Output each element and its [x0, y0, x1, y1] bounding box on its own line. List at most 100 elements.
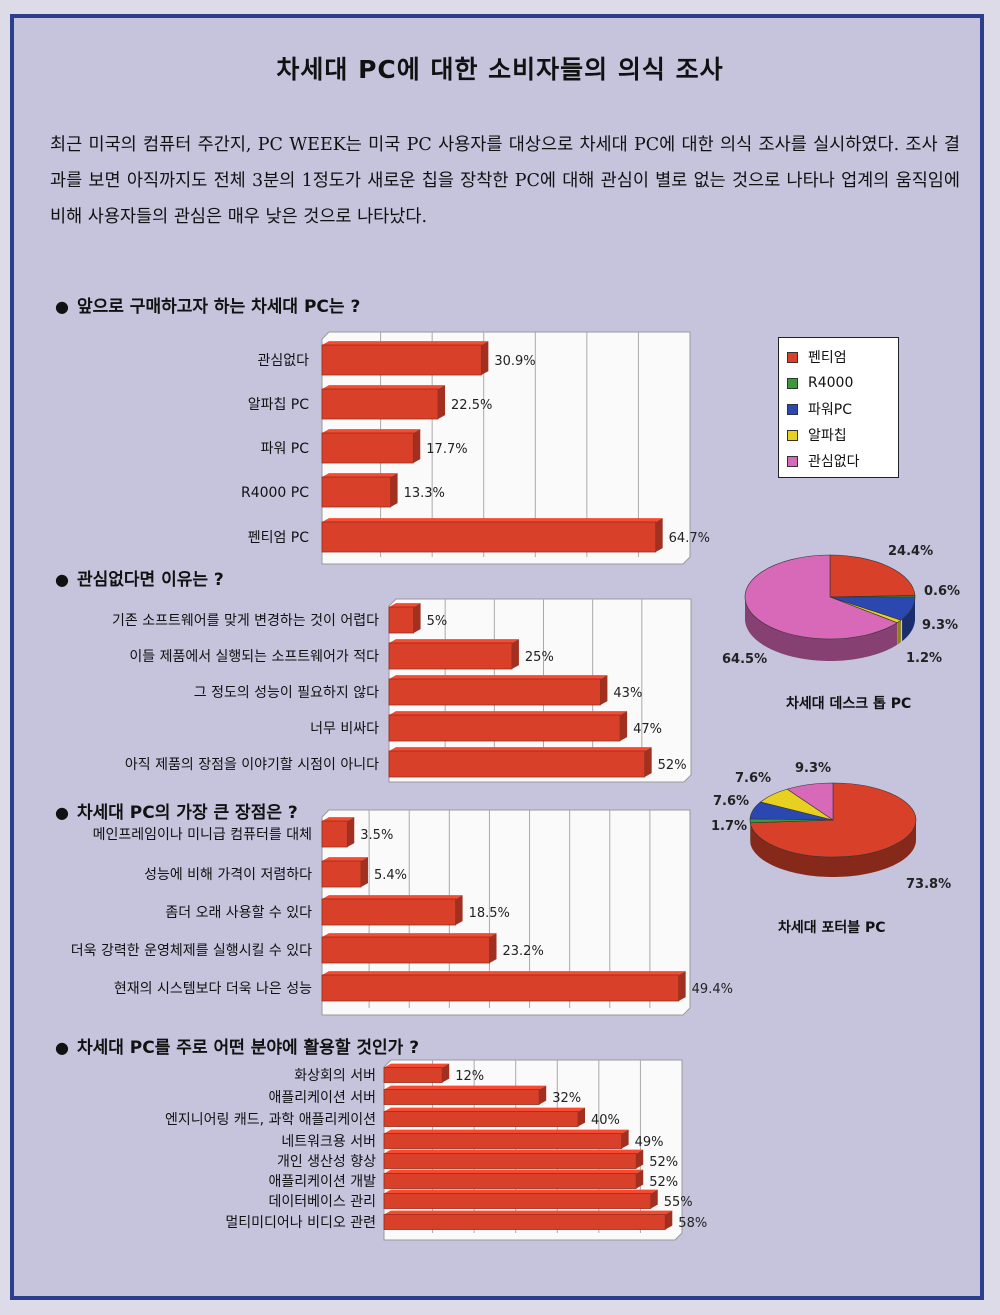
chart2-bar-side	[644, 747, 652, 777]
chart1-bar-top	[322, 518, 663, 522]
chart2-bar-top	[389, 747, 652, 751]
portable-pie-slice-label: 1.7%	[711, 819, 747, 834]
chart1-category-label: 알파칩 PC	[248, 397, 310, 413]
chart1-bar-top	[322, 473, 398, 477]
chart4-category-label: 화상회의 서버	[294, 1068, 376, 1084]
chart1-bar	[321, 432, 414, 464]
chart3-value-label: 49.4%	[692, 982, 733, 997]
chart2-bar-side	[511, 639, 519, 669]
chart4-bar-top	[384, 1085, 547, 1090]
chart3-category-label: 현재의 시스템보다 더욱 나은 성능	[114, 981, 312, 997]
chart4-category-label: 멀티미디어나 비디오 관련	[225, 1215, 376, 1231]
desktop-pie-slice	[744, 554, 898, 640]
chart2-bar-side	[413, 603, 421, 633]
legend-item-powerpc: 파워PC	[787, 396, 890, 422]
chart4-bar-top	[384, 1063, 450, 1068]
chart2-bar	[388, 678, 601, 706]
chart1-value-label: 13.3%	[404, 486, 445, 501]
chart4-bar	[383, 1153, 637, 1169]
chart4-value-label: 52%	[649, 1155, 678, 1170]
desktop-pie-slice-label: 64.5%	[722, 652, 767, 667]
chart2-value-label: 43%	[613, 686, 642, 701]
chart2-category-label: 아직 제품의 장점을 이야기할 시점이 아니다	[125, 757, 379, 773]
chart4-value-label: 58%	[678, 1216, 707, 1231]
desktop-pie-slice	[829, 554, 916, 598]
intro-paragraph: 최근 미국의 컴퓨터 주간지, PC WEEK는 미국 PC 사용자를 대상으로…	[50, 135, 960, 227]
chart3-bar-top	[322, 817, 355, 821]
chart1-bar-side	[390, 473, 398, 507]
chart4-bar	[383, 1067, 443, 1083]
page-title: 차세대 PC에 대한 소비자들의 의식 조사	[276, 55, 724, 84]
chart3-bar	[321, 974, 680, 1002]
chart3-bar	[321, 820, 348, 848]
chart1-bar	[321, 344, 482, 376]
chart3-bar-top	[322, 895, 463, 899]
chart1-heading: 앞으로 구매하고자 하는 차세대 PC는 ?	[55, 292, 360, 317]
chart1-bar-top	[322, 429, 421, 433]
chart4-bar-side	[665, 1210, 673, 1230]
chart1-category-label: 펜티엄 PC	[248, 530, 310, 546]
chart2-value-label: 5%	[427, 614, 448, 629]
chart4-value-label: 12%	[455, 1069, 484, 1084]
chart4-bar	[383, 1193, 652, 1209]
chart3-bar-top	[322, 857, 368, 861]
legend-swatch-alpha	[787, 429, 798, 441]
chart3-bar-top	[322, 933, 497, 937]
chart4-bar-top	[384, 1210, 673, 1215]
chart1-category-label: 파워 PC	[261, 441, 310, 457]
chart3-plot-area	[321, 809, 691, 1016]
chart1-value-label: 17.7%	[426, 442, 467, 457]
chart3-category-label: 더욱 강력한 운영체제를 실행시킬 수 있다	[71, 943, 312, 959]
legend-item-r4000: R4000	[787, 370, 890, 396]
legend-swatch-none	[787, 455, 798, 467]
chart4-bar	[383, 1214, 666, 1230]
legend-item-none: 관심없다	[787, 448, 890, 474]
chart2-bar	[388, 642, 513, 670]
chart4-category-label: 애플리케이션 개발	[269, 1174, 377, 1190]
chart4-category-label: 개인 생산성 향상	[277, 1154, 376, 1170]
chart3-value-label: 18.5%	[469, 906, 510, 921]
desktop-pie-slice-label: 0.6%	[924, 584, 960, 599]
portable-pie-slice-label: 7.6%	[735, 771, 771, 786]
chart3-category-label: 좀더 오래 사용할 수 있다	[165, 905, 312, 921]
portable-pie-slice-label: 9.3%	[795, 761, 831, 776]
chart2-bar	[388, 714, 621, 742]
chart4-bar	[383, 1089, 540, 1105]
legend-label-alpha: 알파칩	[808, 428, 847, 444]
chart4-bar-side	[442, 1063, 450, 1083]
chart3-value-label: 23.2%	[503, 944, 544, 959]
legend-item-alpha: 알파칩	[787, 422, 890, 448]
chart1-bar-side	[655, 518, 663, 552]
legend-label-powerpc: 파워PC	[808, 402, 852, 418]
legend-swatch-r4000	[787, 377, 798, 389]
legend-label-none: 관심없다	[808, 454, 860, 470]
chart3-bar	[321, 936, 490, 964]
chart3-bar-side	[678, 971, 686, 1001]
chart1-bar	[321, 388, 439, 420]
chart2-value-label: 47%	[633, 722, 662, 737]
chart3-bar-top	[322, 971, 686, 975]
legend-label-r4000: R4000	[808, 375, 854, 391]
chart4-bar-side	[621, 1129, 629, 1149]
chart4-bar-side	[539, 1085, 547, 1105]
desktop-pie-slice-label: 24.4%	[888, 544, 933, 559]
chart1-bar-top	[322, 341, 489, 345]
chart2-heading: 관심없다면 이유는 ?	[55, 565, 224, 590]
chart4-bar-side	[636, 1169, 644, 1189]
chart3-bar-side	[360, 857, 368, 887]
chart4-category-label: 네트워크용 서버	[281, 1134, 376, 1150]
desktop-pie-slice-side	[902, 597, 915, 642]
chart4-bar	[383, 1133, 623, 1149]
legend-swatch-powerpc	[787, 403, 798, 415]
chart1-bar-side	[413, 429, 421, 463]
chart1-value-label: 22.5%	[451, 398, 492, 413]
desktop-pie-slice-side	[745, 597, 898, 661]
portable-pie-slice-side	[750, 820, 916, 877]
chart1-bar	[321, 476, 391, 508]
desktop-pie-slice-side	[897, 620, 901, 645]
chart2-category-label: 너무 비싸다	[310, 721, 379, 737]
chart4-bar-top	[384, 1129, 629, 1134]
chart2-bar-top	[389, 639, 519, 643]
chart4-value-label: 52%	[649, 1175, 678, 1190]
